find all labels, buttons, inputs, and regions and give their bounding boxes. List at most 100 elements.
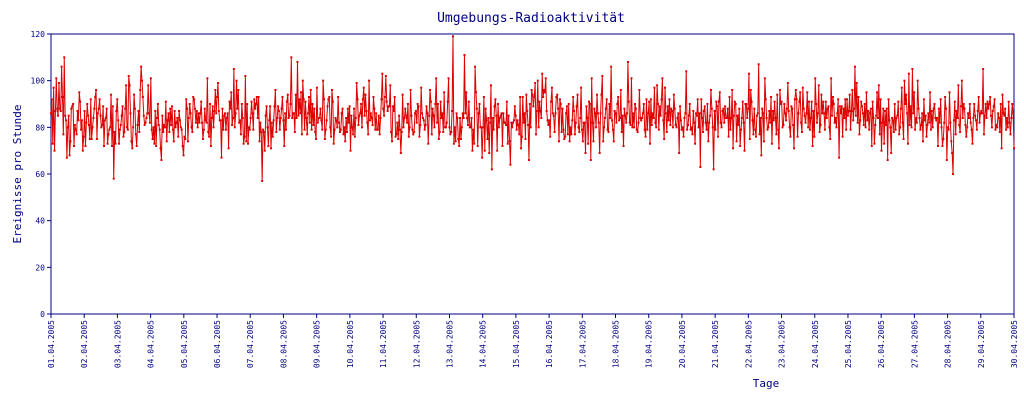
data-point (901, 121, 904, 124)
data-point (223, 114, 226, 117)
data-point (222, 128, 225, 131)
data-point (592, 140, 595, 143)
data-point (714, 128, 717, 131)
data-point (539, 110, 542, 112)
data-point (608, 103, 611, 105)
data-point (403, 117, 406, 119)
data-point (210, 117, 213, 119)
data-point (792, 124, 795, 126)
data-point (558, 140, 560, 143)
data-point (100, 126, 103, 129)
data-point (330, 89, 333, 91)
data-point (742, 121, 745, 124)
data-point (859, 119, 862, 122)
data-point (95, 138, 98, 140)
data-point (234, 112, 237, 115)
data-point (311, 103, 314, 105)
data-point (509, 163, 512, 166)
data-point (461, 112, 464, 115)
data-point (501, 145, 504, 147)
data-point (449, 133, 452, 136)
data-point (660, 98, 663, 101)
data-point (979, 112, 982, 115)
data-point (232, 117, 234, 119)
data-point (732, 114, 735, 117)
x-tick-label: 17.04.2005 (578, 320, 587, 368)
data-point (884, 124, 887, 126)
data-point (450, 131, 453, 133)
data-point (224, 128, 227, 131)
data-point (136, 124, 139, 126)
data-point (122, 135, 125, 138)
data-point (838, 105, 841, 108)
data-point (59, 110, 62, 112)
data-point (141, 79, 143, 82)
data-point (904, 103, 907, 105)
data-point (392, 110, 395, 112)
data-point (882, 107, 885, 110)
x-tick-label: 30.04.2005 (1010, 320, 1019, 368)
data-point (269, 105, 272, 108)
data-point (800, 131, 803, 133)
data-point (771, 110, 774, 112)
data-point (465, 91, 468, 94)
data-point (476, 145, 479, 147)
data-point (936, 117, 939, 119)
data-point (772, 119, 775, 122)
data-point (512, 119, 515, 122)
data-point (69, 140, 72, 143)
data-point (625, 121, 628, 124)
data-point (342, 133, 345, 136)
data-point (530, 89, 533, 91)
data-point (314, 131, 317, 133)
data-point (618, 119, 621, 122)
data-point (102, 105, 105, 108)
data-point (477, 112, 480, 115)
data-point (110, 93, 113, 96)
data-point (247, 126, 250, 129)
data-point (397, 138, 400, 140)
data-point (283, 145, 286, 147)
data-point (276, 117, 279, 119)
data-point (103, 119, 106, 122)
data-point (347, 121, 350, 124)
data-point (535, 110, 538, 112)
data-point (709, 114, 712, 117)
data-point (257, 96, 260, 98)
data-point (258, 140, 261, 143)
data-point (427, 142, 430, 145)
data-point (718, 91, 721, 94)
data-point (417, 105, 420, 108)
data-point (391, 140, 394, 143)
data-point (820, 93, 823, 96)
data-point (235, 79, 238, 82)
data-point (119, 124, 122, 126)
data-point (408, 126, 411, 129)
data-point (442, 131, 445, 133)
data-point (841, 135, 844, 138)
data-point (108, 128, 111, 131)
data-point (815, 121, 818, 124)
data-point (801, 86, 804, 89)
y-tick-label: 40 (35, 217, 45, 226)
data-point (287, 117, 290, 119)
data-point (178, 119, 181, 122)
data-point (679, 119, 682, 122)
data-point (655, 126, 658, 129)
data-point (226, 112, 229, 115)
data-point (569, 126, 572, 129)
data-point (413, 131, 416, 133)
x-tick-label: 25.04.2005 (844, 320, 853, 368)
data-point (334, 117, 337, 119)
data-point (883, 142, 886, 145)
data-point (467, 100, 470, 103)
data-point (945, 159, 948, 161)
data-point (728, 96, 731, 98)
data-point (188, 103, 191, 105)
data-point (556, 93, 559, 96)
data-point (773, 100, 776, 103)
data-point (899, 107, 902, 110)
data-point (405, 114, 408, 117)
data-point (365, 110, 368, 112)
data-point (891, 119, 894, 122)
